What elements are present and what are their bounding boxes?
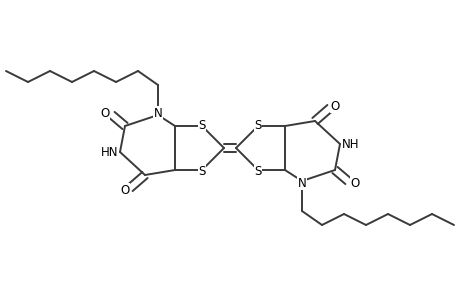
Text: S: S [254,164,261,178]
Text: S: S [254,118,261,131]
Text: O: O [350,176,359,190]
Text: O: O [120,184,129,196]
Text: O: O [330,100,339,112]
Text: N: N [297,176,306,190]
Text: N: N [153,106,162,119]
Text: HN: HN [100,146,118,158]
Text: NH: NH [341,137,359,151]
Text: S: S [198,118,205,131]
Text: O: O [100,106,109,119]
Text: S: S [198,164,205,178]
